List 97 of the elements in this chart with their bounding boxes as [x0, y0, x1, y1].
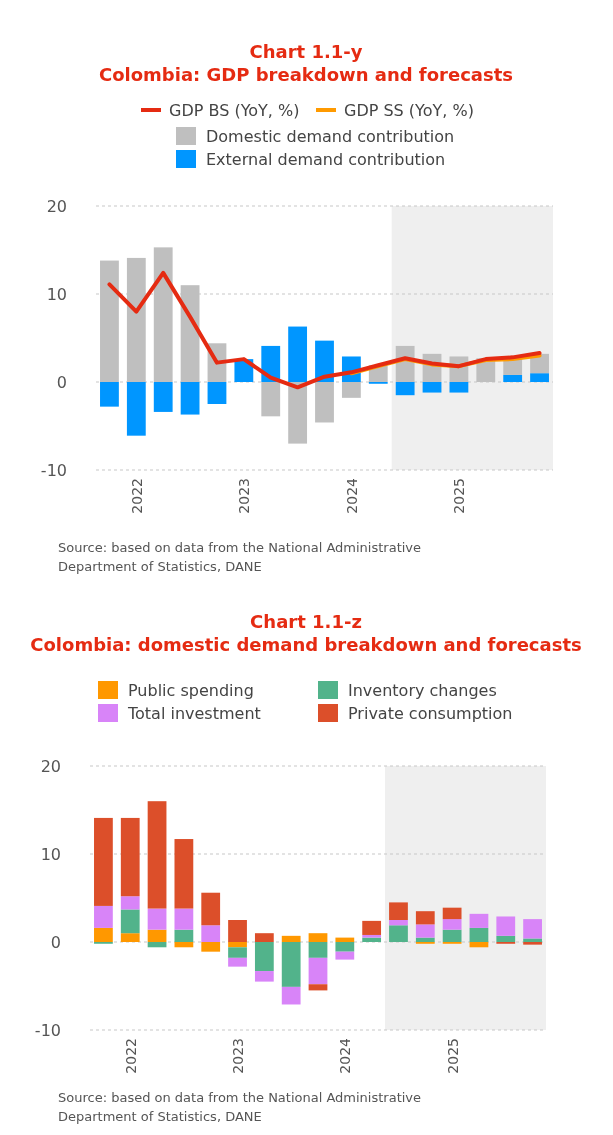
bar: [469, 927, 489, 942]
bar: [201, 942, 221, 952]
bar: [362, 920, 382, 935]
y-tick-label: 0: [50, 932, 61, 952]
bar: [228, 920, 247, 942]
bar: [201, 925, 221, 942]
x-tick-label: 2023: [236, 478, 253, 514]
bar: [120, 909, 140, 934]
bar: [147, 929, 167, 942]
line-series: [107, 270, 542, 390]
bar: [126, 382, 146, 436]
bar: [523, 919, 542, 939]
bar: [496, 935, 516, 942]
x-tick-label: 2022: [122, 1038, 139, 1074]
bar: [415, 911, 435, 925]
bar: [523, 942, 542, 945]
bar: [228, 942, 247, 948]
bar: [228, 957, 247, 967]
bar: [153, 382, 173, 412]
bar: [174, 908, 194, 930]
bar: [362, 937, 382, 942]
bar: [469, 913, 489, 928]
bar: [389, 925, 408, 942]
bar: [395, 382, 415, 396]
bar: [389, 902, 408, 920]
bar: [207, 382, 227, 404]
bar: [415, 937, 435, 942]
bar: [281, 986, 301, 1005]
bar: [120, 933, 140, 942]
bar: [254, 971, 274, 982]
bar: [254, 942, 274, 972]
source-note: Source: based on data from the National Administrative Department of Statistics, DANE: [58, 1090, 422, 1124]
legend-label: GDP BS (YoY, %): [169, 101, 300, 120]
bar: [308, 933, 328, 942]
bar: [442, 907, 462, 920]
bar: [530, 373, 549, 382]
y-tick-label: 10: [40, 844, 61, 864]
legend-label: Private consumption: [348, 704, 513, 723]
bar: [335, 951, 355, 960]
legend-label: Public spending: [128, 681, 254, 700]
legend-label: Total investment: [127, 704, 261, 723]
bar: [180, 382, 200, 415]
x-tick-label: 2025: [451, 478, 468, 514]
bar: [503, 374, 523, 382]
legend-label: Inventory changes: [348, 681, 497, 700]
bar: [442, 919, 462, 930]
bar: [228, 947, 247, 958]
bar: [94, 905, 113, 928]
bar: [389, 920, 408, 926]
legend-label: Domestic demand contribution: [206, 127, 455, 146]
x-tick-label: 2024: [337, 1037, 354, 1074]
bar: [100, 382, 119, 407]
bar: [469, 942, 489, 948]
bar: [281, 942, 301, 987]
legend-label: GDP SS (YoY, %): [344, 101, 474, 120]
bar: [94, 927, 113, 942]
bar: [120, 896, 140, 910]
bar: [147, 942, 167, 948]
x-tick-label: 2024: [343, 477, 360, 514]
x-tick-label: 2023: [229, 1038, 246, 1074]
bar: [308, 942, 328, 958]
legend-label: External demand contribution: [206, 150, 446, 169]
bar: [281, 935, 301, 942]
bar: [120, 817, 140, 897]
y-tick-label: 10: [46, 284, 67, 304]
chart-title: Chart 1.1-y Colombia: GDP breakdown and forecasts: [99, 41, 513, 85]
bar: [147, 908, 167, 930]
bar: [147, 801, 167, 909]
bar: [174, 929, 194, 942]
bar: [308, 957, 328, 985]
bar: [523, 938, 542, 942]
y-tick-label: -10: [34, 1020, 61, 1040]
bar: [315, 382, 334, 423]
bar: [415, 924, 435, 938]
bar: [174, 839, 194, 909]
bar: [201, 892, 221, 926]
x-tick-label: 2022: [128, 478, 145, 514]
y-tick-label: -10: [40, 460, 67, 480]
bar: [362, 934, 382, 938]
bar: [174, 942, 194, 948]
chart-title: Chart 1.1-z Colombia: domestic demand breakdown and forecasts: [30, 611, 582, 655]
y-tick-label: 0: [56, 372, 67, 392]
bar: [288, 326, 308, 382]
bar: [335, 942, 355, 952]
bar: [308, 984, 328, 991]
source-note: Source: based on data from the National Administrative Department of Statistics, DANE: [58, 540, 422, 574]
bar: [496, 916, 516, 936]
bar: [254, 933, 274, 942]
y-tick-label: 20: [46, 196, 67, 216]
y-tick-label: 20: [40, 756, 61, 776]
x-tick-label: 2025: [444, 1038, 461, 1074]
bar: [442, 929, 462, 942]
bar: [335, 937, 355, 942]
bar: [288, 382, 308, 444]
bar: [422, 382, 442, 393]
bar: [94, 817, 113, 906]
bar: [449, 382, 469, 393]
